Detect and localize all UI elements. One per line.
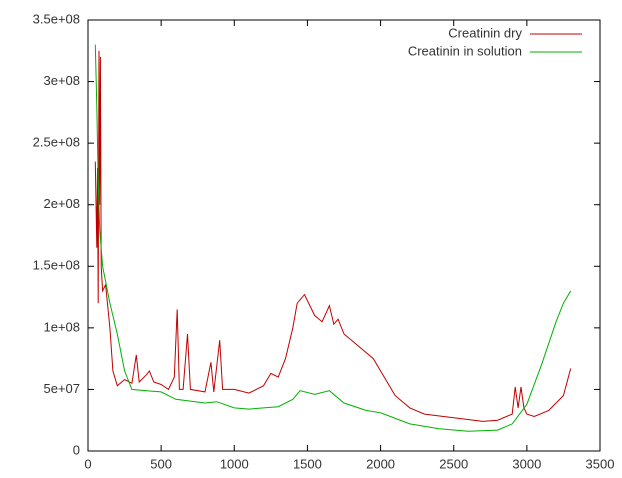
x-tick-label: 2000 bbox=[366, 456, 395, 471]
x-tick-label: 500 bbox=[150, 456, 172, 471]
y-tick-label: 1.5e+08 bbox=[33, 258, 80, 273]
y-tick-label: 2e+08 bbox=[43, 196, 80, 211]
legend-label: Creatinin in solution bbox=[408, 43, 522, 58]
y-tick-label: 1e+08 bbox=[43, 319, 80, 334]
x-tick-label: 1500 bbox=[293, 456, 322, 471]
legend-label: Creatinin dry bbox=[448, 25, 522, 40]
y-tick-label: 0 bbox=[73, 442, 80, 457]
plot-frame bbox=[87, 19, 601, 452]
x-tick-label: 3500 bbox=[586, 456, 615, 471]
y-tick-label: 3e+08 bbox=[43, 73, 80, 88]
y-tick-label: 3.5e+08 bbox=[33, 11, 80, 26]
y-tick-label: 5e+07 bbox=[43, 381, 80, 396]
x-tick-label: 0 bbox=[84, 456, 91, 471]
y-tick-label: 2.5e+08 bbox=[33, 135, 80, 150]
x-tick-label: 3000 bbox=[512, 456, 541, 471]
series-line bbox=[94, 44, 572, 432]
x-tick-label: 2500 bbox=[439, 456, 468, 471]
series-line bbox=[94, 50, 572, 422]
x-tick-label: 1000 bbox=[220, 456, 249, 471]
